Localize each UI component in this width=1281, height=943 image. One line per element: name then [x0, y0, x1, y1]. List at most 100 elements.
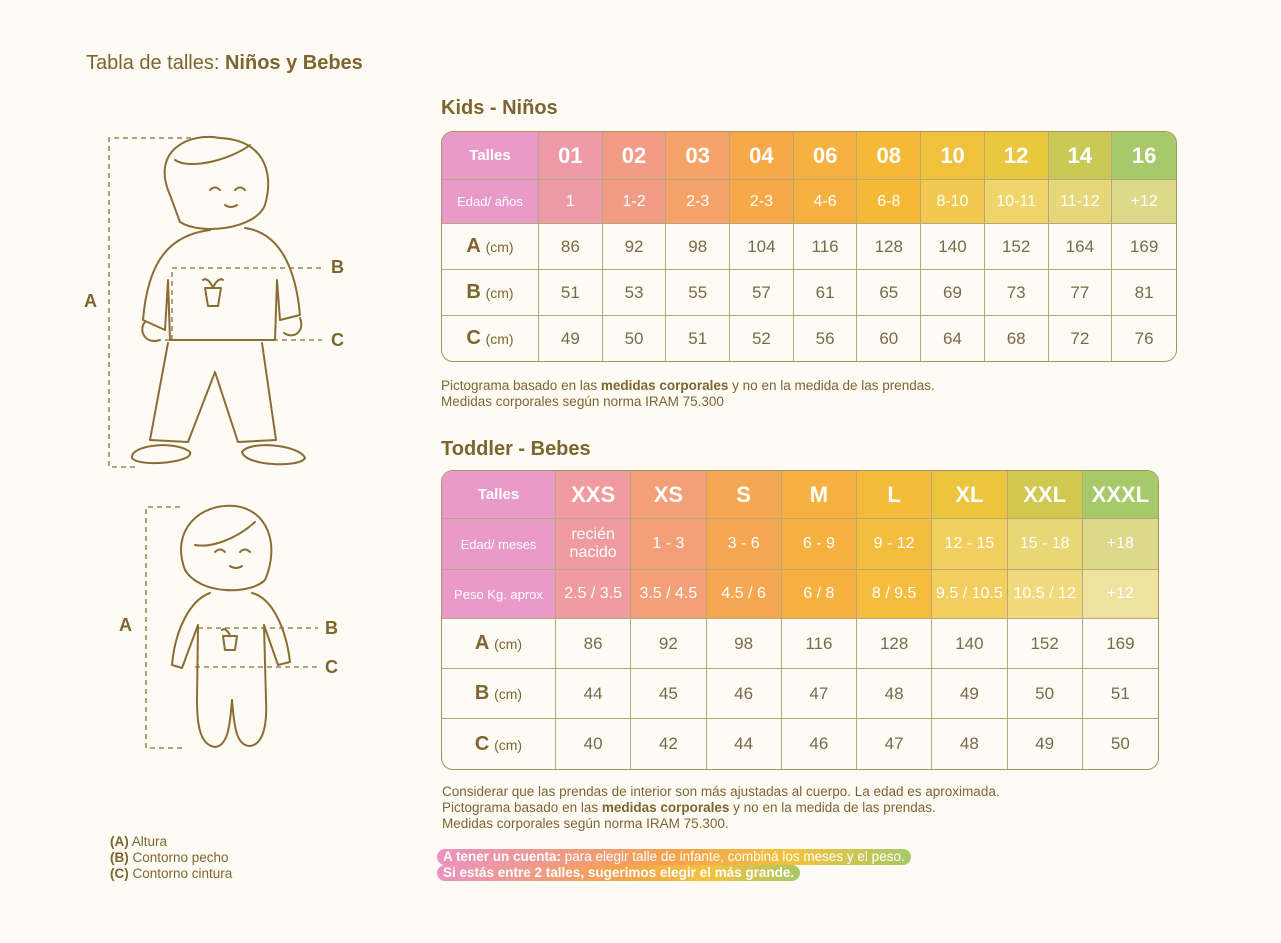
cell: 4-6 — [793, 180, 858, 224]
cell: M — [781, 471, 857, 519]
text-piece: (C) — [110, 866, 129, 881]
cell: 116 — [781, 619, 857, 669]
text-piece: para elegir talle de infante, combiná lo… — [561, 849, 905, 864]
cell: 164 — [1048, 224, 1113, 270]
cell: XXL — [1007, 471, 1083, 519]
data-row: C (cm) 49 50 51 52 56 60 64 68 72 76 — [442, 316, 1176, 361]
line: Pictograma basado en las medidas corpora… — [442, 800, 1000, 816]
row-letter: B — [474, 682, 490, 704]
cell: 45 — [631, 669, 707, 719]
cell: 46 — [782, 719, 857, 769]
text-piece: (B) — [110, 850, 129, 865]
data-row: C (cm) 40 42 44 46 47 48 49 50 — [442, 719, 1158, 769]
cell: 77 — [1048, 270, 1113, 316]
cell: 1 — [539, 180, 603, 224]
line: Medidas corporales según norma IRAM 75.3… — [442, 816, 1000, 832]
cell: 03 — [666, 132, 731, 180]
kid-label-b: B — [331, 257, 344, 277]
header-row: Edad/ años 1 1-2 2-3 2-3 4-6 6-8 8-10 10-11 11-12… — [442, 180, 1176, 224]
cell: 50 — [603, 316, 667, 361]
row-unit: (cm) — [485, 331, 514, 347]
cell: 50 — [1007, 669, 1083, 719]
cell: 40 — [556, 719, 632, 769]
cell: 9.5 / 10.5 — [932, 570, 1008, 619]
data-row: A (cm) 86 92 98 104 116 128 140 152 164 169 — [442, 224, 1176, 270]
cell: 12 — [984, 132, 1049, 180]
data-row: B (cm) 44 45 46 47 48 49 50 51 — [442, 669, 1158, 719]
cell: 8-10 — [921, 180, 985, 224]
cell: 3 - 6 — [706, 519, 782, 570]
cell: XXXL — [1082, 471, 1158, 519]
cell: 47 — [781, 669, 857, 719]
cell: 04 — [730, 132, 794, 180]
legend: (A) Altura (B) Contorno pecho (C) Contorno… — [110, 834, 232, 882]
line: (B) Contorno pecho — [110, 850, 232, 866]
cell: 152 — [984, 224, 1049, 270]
title-prefix: Tabla de talles: — [86, 52, 220, 74]
line: (C) Contorno cintura — [110, 866, 232, 882]
text-piece: y no en la medida de las prendas. — [728, 378, 935, 393]
cell: 55 — [666, 270, 731, 316]
cell: 1-2 — [602, 180, 667, 224]
line: Medidas corporales según norma IRAM 75.3… — [441, 394, 935, 410]
cell: 48 — [857, 669, 933, 719]
cell: 86 — [539, 224, 603, 270]
text-piece: Pictograma basado en las — [442, 800, 602, 815]
cell: 44 — [556, 669, 632, 719]
cell: 81 — [1112, 270, 1176, 316]
cell: 2-3 — [666, 180, 731, 224]
cell: 152 — [1007, 619, 1083, 669]
row-label: C (cm) — [442, 316, 539, 361]
text-piece: Considerar que las prendas de interior s… — [442, 784, 1000, 799]
row-letter: C — [474, 732, 490, 755]
cell: 4.5 / 6 — [706, 570, 782, 619]
toddler-table: Talles XXS XS S M L XL XXL XXXL Edad/ meses recién… — [441, 470, 1159, 770]
cell: 49 — [539, 316, 603, 361]
row-label: B (cm) — [442, 669, 556, 719]
line: Si estás entre 2 talles, sugerimos elegi… — [437, 865, 801, 881]
text-piece: A tener un cuenta: — [443, 849, 562, 864]
line: Considerar que las prendas de interior s… — [442, 784, 1000, 800]
cell: S — [706, 471, 782, 519]
cell: 14 — [1048, 132, 1113, 180]
cell: 06 — [793, 132, 858, 180]
cell: 72 — [1049, 316, 1113, 361]
cell: 3.5 / 4.5 — [631, 570, 707, 619]
cell: 16 — [1112, 132, 1176, 180]
row-unit: (cm) — [485, 239, 514, 255]
cell: recién nacido — [556, 519, 632, 570]
cell: 9 - 12 — [857, 519, 933, 570]
cell: +12 — [1112, 180, 1176, 224]
cell: 61 — [793, 270, 858, 316]
text-piece: Medidas corporales según norma IRAM 75.3… — [441, 394, 724, 409]
baby-drawing — [171, 504, 291, 748]
cell: 02 — [602, 132, 667, 180]
cell: 50 — [1110, 734, 1130, 753]
line: (A) Altura — [110, 834, 232, 850]
toddler-notes: Considerar que las prendas de interior s… — [442, 784, 1000, 832]
cell: 12 - 15 — [932, 519, 1008, 570]
row-label: A (cm) — [442, 619, 556, 669]
kid-label-a: A — [84, 291, 97, 311]
cell: 116 — [793, 224, 858, 270]
figures: A B C A B C — [84, 136, 344, 749]
measure-lines — [108, 137, 322, 749]
callout: A tener un cuenta: para elegir talle de … — [437, 849, 911, 881]
cell: 01 — [539, 132, 603, 180]
cell: 8 / 9.5 — [857, 570, 933, 619]
row-unit: (cm) — [494, 736, 523, 753]
text-piece: Contorno pecho — [128, 850, 229, 865]
cell: 128 — [857, 619, 933, 669]
row-letter: A — [474, 632, 490, 654]
cell: 169 — [1112, 224, 1176, 270]
cell: 10 — [921, 132, 985, 180]
row-letter: A — [466, 235, 481, 257]
row-label: C (cm) — [442, 719, 556, 769]
toddler-heading: Toddler - Bebes — [441, 438, 591, 460]
data-row: B (cm) 51 53 55 57 61 65 69 73 77 81 — [442, 270, 1176, 316]
cell: 42 — [631, 719, 707, 769]
text-piece: Contorno cintura — [128, 866, 233, 881]
